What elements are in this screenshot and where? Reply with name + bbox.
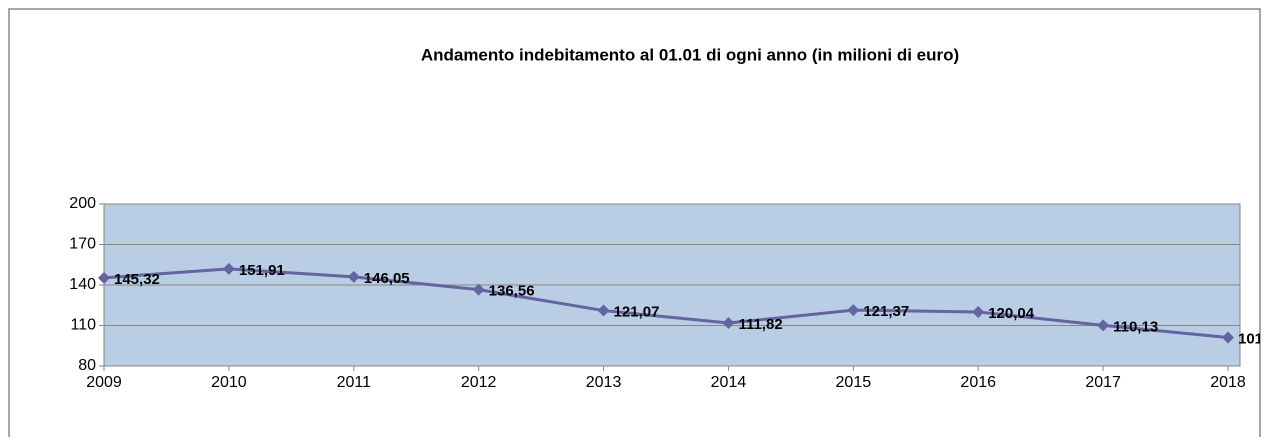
data-point xyxy=(472,283,485,296)
x-tick-label: 2016 xyxy=(960,374,996,391)
data-label: 110,13 xyxy=(1113,318,1158,335)
x-tick-label: 2011 xyxy=(337,374,372,391)
data-label: 101,13 xyxy=(1238,330,1266,347)
y-tick-label: 80 xyxy=(78,357,96,374)
data-point xyxy=(972,305,985,318)
data-label: 120,04 xyxy=(988,305,1035,322)
x-tick-label: 2013 xyxy=(586,374,622,391)
chart-title: Andamento indebitamento al 01.01 di ogni… xyxy=(421,45,959,64)
data-label: 121,07 xyxy=(614,304,660,321)
y-tick-label: 170 xyxy=(69,236,96,253)
data-label: 136,56 xyxy=(489,283,535,300)
x-tick-label: 2010 xyxy=(211,374,247,391)
data-point xyxy=(98,271,110,284)
data-label: 121,37 xyxy=(863,303,909,320)
chart-frame xyxy=(8,8,1261,437)
x-tick-label: 2014 xyxy=(711,374,747,391)
data-point xyxy=(722,317,735,330)
y-tick-label: 200 xyxy=(69,195,96,212)
data-label: 146,05 xyxy=(364,270,410,287)
data-point xyxy=(1097,319,1110,332)
data-point xyxy=(347,270,360,283)
y-tick-label: 140 xyxy=(69,276,96,293)
plot-area: 145,32 151,91 146,05 136,56 121,07 111,82 121,… xyxy=(98,203,1266,367)
data-line xyxy=(103,267,1229,339)
y-tick-label: 110 xyxy=(70,317,96,334)
data-label: 111,82 xyxy=(738,316,782,333)
data-label: 151,91 xyxy=(239,262,285,279)
x-tick-label: 2015 xyxy=(836,374,872,391)
x-tick-label: 2018 xyxy=(1210,374,1246,391)
data-label: 145,32 xyxy=(114,271,160,288)
data-point xyxy=(1222,331,1234,344)
data-point xyxy=(222,262,235,275)
x-tick-label: 2012 xyxy=(461,374,497,391)
data-point xyxy=(847,304,860,317)
x-tick-label: 2017 xyxy=(1085,374,1121,391)
data-point xyxy=(597,304,610,317)
x-tick-label: 2009 xyxy=(86,374,122,391)
